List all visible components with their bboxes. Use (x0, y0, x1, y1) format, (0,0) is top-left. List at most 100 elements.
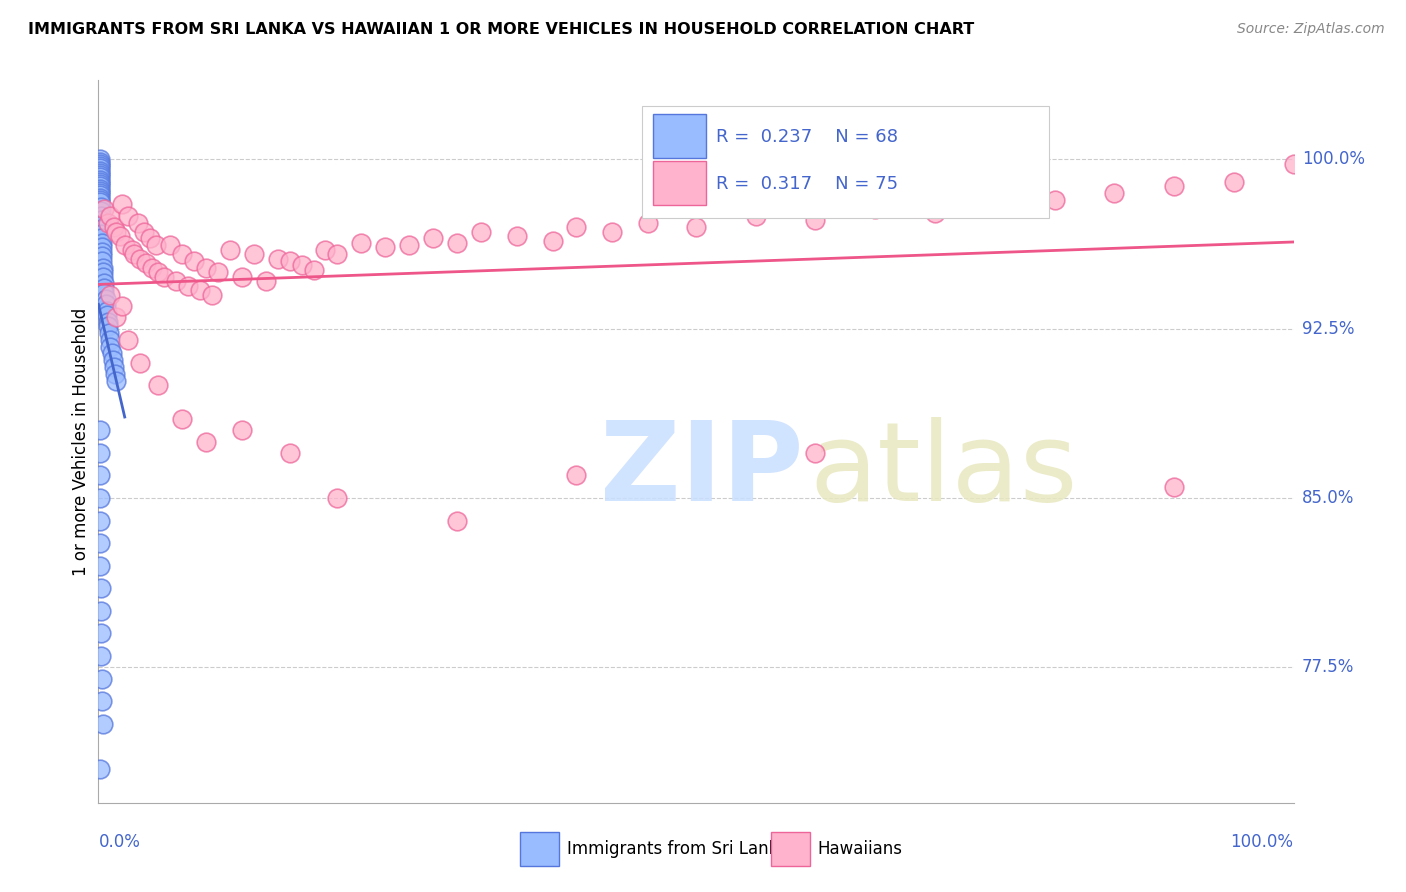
Point (91, 253, 114, 268)
Point (97, 215, 120, 229)
Point (96, 303, 118, 318)
Point (93, 202, 115, 216)
Point (108, 229, 131, 244)
Point (804, 213, 827, 227)
Text: atlas: atlas (810, 417, 1078, 524)
Point (1223, 175, 1246, 189)
Point (89, 168, 111, 182)
Point (165, 274, 187, 288)
Point (97, 319, 120, 334)
Text: R =  0.317    N = 75: R = 0.317 N = 75 (716, 175, 898, 193)
Point (506, 229, 529, 244)
Point (637, 215, 659, 229)
Point (135, 256, 157, 270)
Point (89, 170, 111, 185)
Point (565, 468, 588, 483)
Point (132, 225, 155, 239)
Point (89, 446, 111, 460)
Point (315, 243, 337, 257)
Point (172, 412, 194, 426)
Point (101, 353, 124, 368)
Point (91, 694, 114, 708)
Point (96, 308, 118, 322)
Point (231, 269, 253, 284)
Point (195, 434, 218, 449)
Point (89, 191, 111, 205)
Point (90, 604, 112, 618)
Point (446, 235, 468, 250)
Point (103, 220, 125, 235)
Point (745, 209, 768, 223)
Point (159, 238, 181, 252)
Point (89, 175, 111, 189)
Point (565, 220, 588, 235)
Point (93, 281, 115, 295)
Text: R =  0.237    N = 68: R = 0.237 N = 68 (716, 128, 898, 145)
Point (172, 247, 194, 261)
Text: 85.0%: 85.0% (1302, 489, 1354, 507)
Point (90, 213, 112, 227)
Point (89, 514, 111, 528)
Point (1282, 157, 1305, 171)
Point (141, 260, 163, 275)
Point (91, 244, 114, 259)
FancyBboxPatch shape (520, 832, 558, 865)
Point (326, 491, 349, 505)
Point (89, 172, 111, 186)
FancyBboxPatch shape (652, 161, 706, 205)
Text: 92.5%: 92.5% (1302, 319, 1354, 338)
Point (470, 225, 492, 239)
Point (93, 277, 115, 291)
Point (94, 297, 117, 311)
Text: Source: ZipAtlas.com: Source: ZipAtlas.com (1237, 22, 1385, 37)
Point (121, 243, 143, 257)
Point (602, 225, 624, 239)
Point (105, 310, 128, 325)
Point (1104, 186, 1126, 201)
Point (219, 243, 242, 257)
Point (98, 326, 121, 340)
FancyBboxPatch shape (643, 105, 1049, 218)
Point (91, 235, 114, 250)
Point (98, 333, 122, 347)
Point (924, 206, 946, 220)
Point (129, 252, 152, 266)
Point (148, 265, 170, 279)
Point (89, 161, 111, 176)
Point (104, 367, 127, 381)
FancyBboxPatch shape (652, 114, 706, 158)
Point (89, 163, 111, 178)
Point (231, 423, 253, 437)
FancyBboxPatch shape (772, 832, 810, 865)
Point (89, 157, 111, 171)
Point (129, 355, 152, 369)
Point (89, 159, 111, 173)
Point (89, 195, 111, 210)
Point (865, 202, 887, 216)
Text: 77.5%: 77.5% (1302, 658, 1354, 676)
Point (98, 340, 122, 354)
Text: ZIP: ZIP (600, 417, 804, 524)
Point (1163, 480, 1185, 494)
Point (124, 247, 146, 261)
Point (89, 193, 111, 207)
Point (89, 423, 111, 437)
Point (90, 227, 112, 241)
Point (90, 648, 112, 663)
Point (267, 252, 290, 266)
Point (91, 672, 114, 686)
Point (291, 259, 314, 273)
Point (984, 197, 1007, 211)
Point (278, 446, 301, 460)
Point (398, 238, 420, 252)
Point (326, 247, 349, 261)
Point (89, 186, 111, 201)
Point (177, 278, 200, 293)
Point (89, 179, 111, 194)
Point (148, 378, 170, 392)
Point (201, 287, 224, 301)
Point (117, 209, 139, 223)
Point (93, 285, 115, 300)
Point (97, 315, 120, 329)
Point (98, 287, 122, 301)
